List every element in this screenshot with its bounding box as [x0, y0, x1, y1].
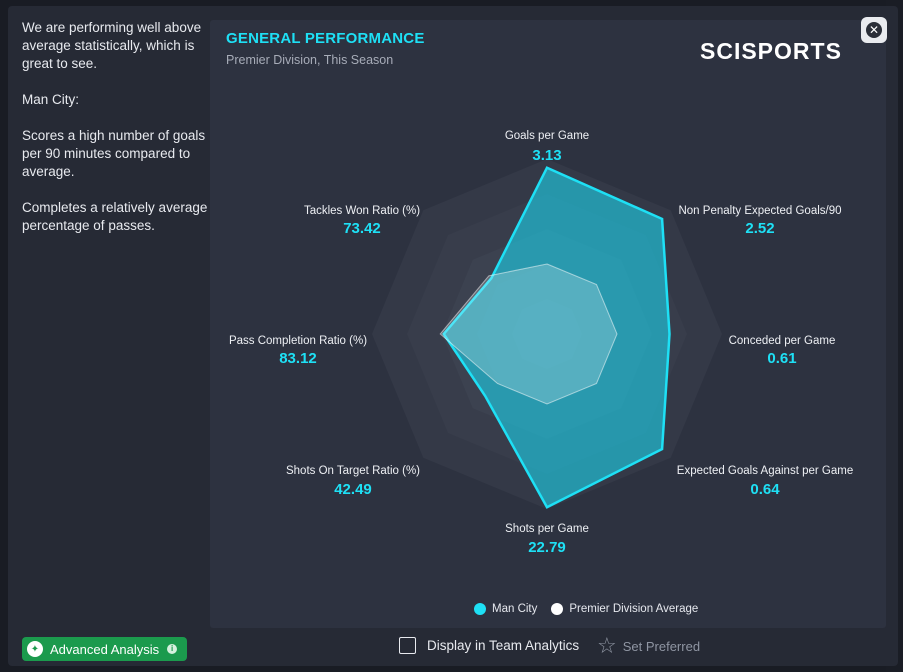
summary-paragraph: We are performing well above average sta… — [22, 20, 202, 71]
radar-series-average-overlay — [439, 263, 618, 405]
summary-paragraph: Scores a high number of goals per 90 min… — [22, 128, 206, 179]
radar-axis-label: Goals per Game — [504, 130, 590, 142]
radar-series-man-city — [442, 166, 671, 509]
set-preferred-button[interactable]: ☆ Set Preferred — [597, 633, 701, 658]
radar-axis-value: 42.49 — [334, 481, 372, 498]
summary-team-name: Man City: — [22, 92, 80, 107]
scisports-logo: SCISPORTS — [700, 38, 842, 64]
legend-swatch — [551, 603, 564, 615]
panel-title: GENERAL PERFORMANCE — [226, 30, 425, 47]
radar-axis-label: Non Penalty Expected Goals/90 — [678, 205, 842, 217]
radar-axis-value: 2.52 — [745, 220, 775, 237]
close-icon: ✕ — [866, 22, 882, 38]
summary-paragraph: Completes a relatively average percentag… — [22, 200, 208, 233]
chart-legend: Man City Premier Division Average — [474, 603, 712, 615]
analysis-icon: ✦ — [27, 641, 43, 657]
set-preferred-label: Set Preferred — [622, 638, 701, 654]
star-icon: ☆ — [597, 633, 617, 658]
radar-axis-label: Tackles Won Ratio (%) — [303, 205, 421, 217]
radar-series-average — [439, 263, 618, 405]
summary-text: We are performing well above average sta… — [22, 19, 208, 253]
close-button[interactable]: ✕ — [861, 17, 887, 43]
display-team-analytics-label: Display in Team Analytics — [427, 638, 580, 653]
legend-item-average: Premier Division Average — [551, 603, 698, 615]
legend-label: Man City — [492, 603, 538, 615]
legend-swatch — [474, 603, 486, 615]
advanced-analysis-label: Advanced Analysis — [50, 641, 160, 657]
legend-label: Premier Division Average — [569, 603, 699, 615]
radar-axis-label: Pass Completion Ratio (%) — [228, 335, 368, 347]
radar-axis-value: 0.64 — [750, 481, 780, 498]
panel-subtitle: Premier Division, This Season — [226, 53, 394, 67]
radar-axis-label: Shots On Target Ratio (%) — [285, 465, 420, 477]
radar-axis-value: 0.61 — [767, 350, 797, 367]
advanced-analysis-button[interactable]: ✦ Advanced Analysis i — [22, 637, 187, 661]
radar-axis-value: 3.13 — [532, 147, 562, 164]
radar-axis-value: 73.42 — [343, 220, 381, 237]
radar-axis-value: 83.12 — [279, 350, 317, 367]
checkbox[interactable] — [399, 637, 416, 654]
info-icon[interactable]: i — [167, 644, 178, 654]
display-team-analytics-toggle[interactable]: Display in Team Analytics — [399, 637, 579, 654]
radar-axis-label: Shots per Game — [505, 523, 589, 535]
radar-axis-label: Conceded per Game — [728, 335, 836, 347]
legend-item-man-city: Man City — [474, 603, 537, 615]
radar-axis-label: Expected Goals Against per Game — [676, 465, 854, 477]
radar-axis-value: 22.79 — [528, 539, 566, 556]
